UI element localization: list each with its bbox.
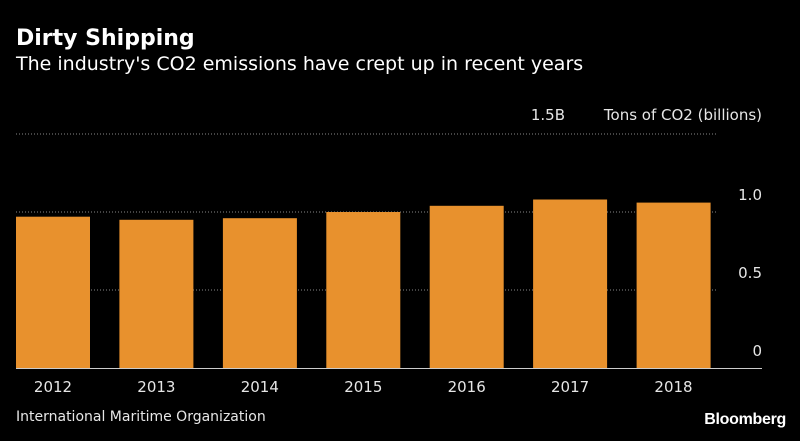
bar-2014 (222, 218, 297, 368)
x-tick-label: 2016 (448, 378, 486, 396)
bar-2017 (533, 199, 608, 368)
bar-2013 (119, 219, 194, 368)
y-tick-label: 0.5 (738, 264, 762, 282)
chart-title: Dirty Shipping (16, 26, 195, 51)
bar-2015 (326, 212, 401, 368)
chart-subtitle: The industry's CO2 emissions have crept … (16, 53, 584, 75)
bloomberg-logo: Bloomberg (704, 411, 786, 428)
x-tick-label: 2014 (241, 378, 279, 396)
source-note: International Maritime Organization (16, 409, 266, 425)
bar-2012 (16, 216, 90, 368)
x-tick-label: 2013 (137, 378, 175, 396)
x-tick-label: 2012 (34, 378, 72, 396)
bar-2018 (636, 202, 711, 368)
y-tick-label: 0 (752, 342, 762, 360)
y-tick-label: 1.0 (738, 186, 762, 204)
x-tick-label: 2015 (344, 378, 382, 396)
y-axis-label: Tons of CO2 (billions) (603, 106, 762, 124)
bar-2016 (429, 205, 504, 368)
x-tick-label: 2018 (654, 378, 692, 396)
x-tick-label: 2017 (551, 378, 589, 396)
x-tick-labels: 2012 2013 2014 2015 2016 2017 2018 (34, 378, 693, 396)
y-tick-labels: 0 0.5 1.0 1.5B Tons of CO2 (billions) (531, 106, 762, 360)
bars (16, 199, 711, 368)
y-tick-label: 1.5B (531, 106, 565, 124)
